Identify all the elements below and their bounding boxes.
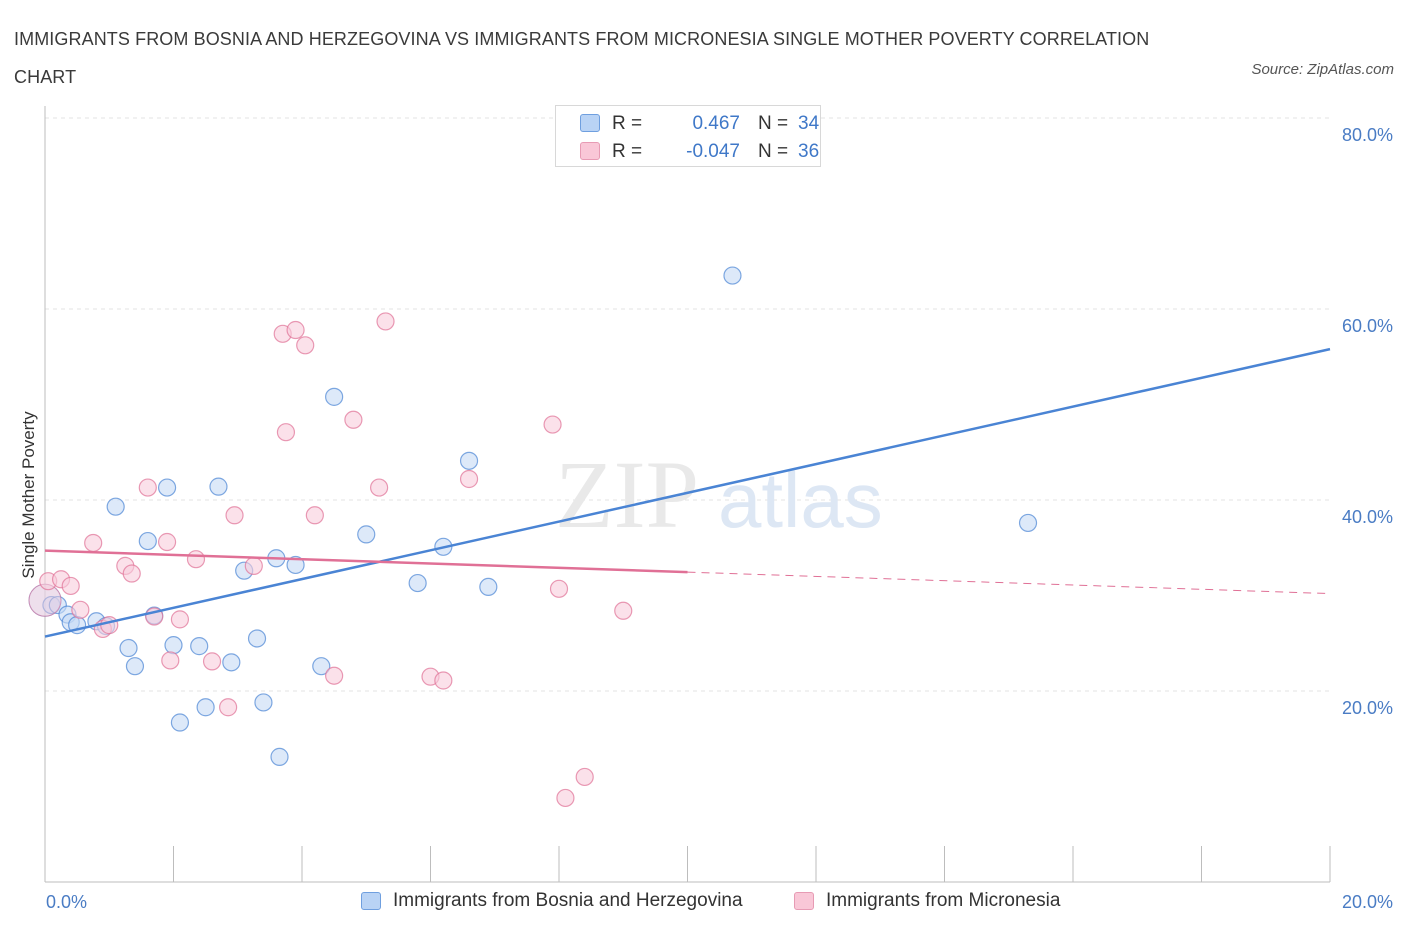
point-series0-9[interactable]: [125, 657, 145, 676]
point-series0-14[interactable]: [170, 713, 190, 732]
point-series1-23[interactable]: [305, 506, 324, 525]
y-tick-label-3: 80.0%: [1342, 125, 1393, 145]
trend-line-series1: [44, 549, 688, 574]
point-series0-17[interactable]: [209, 477, 228, 496]
point-series0-28[interactable]: [408, 573, 427, 593]
data-points: [28, 266, 1038, 808]
point-series1-18[interactable]: [244, 556, 263, 575]
bosnia-swatch: [361, 892, 381, 910]
trend-line-extension-series1: [687, 571, 1331, 595]
point-series0-7[interactable]: [106, 497, 125, 516]
n-label: N =: [758, 113, 789, 134]
point-series0-18[interactable]: [222, 653, 241, 672]
point-series1-33[interactable]: [556, 788, 575, 808]
point-series1-20[interactable]: [286, 320, 305, 340]
legend-label-micronesia: Immigrants from Micronesia: [826, 890, 1061, 911]
y-tick-label-2: 60.0%: [1342, 316, 1393, 336]
point-series1-14[interactable]: [186, 550, 206, 569]
point-series0-26[interactable]: [325, 387, 344, 406]
y-tick-labels: 20.0% 40.0% 60.0% 80.0%: [1342, 125, 1393, 718]
point-series1-21[interactable]: [296, 336, 315, 355]
point-series0-21[interactable]: [254, 693, 273, 712]
micronesia-swatch: [794, 892, 814, 910]
point-series1-17[interactable]: [225, 506, 244, 525]
y-axis-label: Single Mother Poverty: [19, 411, 38, 579]
point-series1-3[interactable]: [71, 600, 90, 619]
r-label: R =: [612, 113, 643, 134]
point-series1-27[interactable]: [376, 312, 395, 331]
y-tick-label-1: 40.0%: [1342, 507, 1393, 527]
point-series0-13[interactable]: [164, 636, 183, 655]
point-series0-10[interactable]: [138, 531, 157, 551]
point-series1-11[interactable]: [157, 532, 177, 552]
r-value-bosnia: 0.467: [692, 113, 740, 134]
point-series1-2[interactable]: [61, 576, 80, 596]
point-series1-32[interactable]: [549, 579, 569, 598]
point-series0-23[interactable]: [270, 747, 289, 766]
n-value-bosnia: 34: [798, 113, 820, 134]
y-tick-label-0: 20.0%: [1342, 698, 1393, 718]
point-series1-34[interactable]: [575, 767, 594, 787]
point-series0-31[interactable]: [479, 577, 498, 597]
point-series1-29[interactable]: [434, 671, 453, 690]
point-series1-16[interactable]: [219, 698, 238, 717]
point-series1-12[interactable]: [161, 651, 180, 670]
r-value-micronesia: -0.047: [686, 141, 740, 162]
point-series0-27[interactable]: [357, 525, 376, 544]
trend-lines: [44, 347, 1331, 638]
axes: [44, 106, 1331, 883]
point-series1-8[interactable]: [122, 564, 141, 583]
micronesia-swatch: [580, 142, 600, 160]
point-series1-25[interactable]: [344, 410, 363, 429]
point-series1-13[interactable]: [170, 610, 190, 629]
point-series0-33[interactable]: [1018, 513, 1038, 533]
point-series1-24[interactable]: [325, 666, 344, 685]
point-series0-32[interactable]: [723, 266, 742, 285]
point-series1-4[interactable]: [84, 533, 103, 553]
point-series1-9[interactable]: [138, 478, 157, 497]
point-series1-35[interactable]: [614, 601, 633, 620]
n-label: N =: [758, 141, 789, 162]
watermark: ZIP atlas: [555, 441, 883, 548]
point-series0-24[interactable]: [286, 555, 305, 575]
point-series1-22[interactable]: [276, 423, 296, 442]
legend-label-bosnia: Immigrants from Bosnia and Herzegovina: [393, 890, 743, 911]
n-value-micronesia: 36: [798, 141, 820, 162]
r-label: R =: [612, 141, 643, 162]
point-series0-12[interactable]: [157, 478, 177, 497]
x-tick-label-right: 20.0%: [1342, 892, 1393, 912]
point-series1-15[interactable]: [202, 652, 222, 671]
x-tick-label-left: 0.0%: [46, 892, 87, 912]
bosnia-swatch: [580, 114, 600, 132]
point-series1-6[interactable]: [100, 616, 119, 635]
point-series0-25[interactable]: [312, 657, 331, 676]
watermark-atlas: atlas: [718, 456, 883, 544]
trend-line-series0: [44, 347, 1331, 638]
point-series1-31[interactable]: [543, 415, 562, 434]
chart-title: IMMIGRANTS FROM BOSNIA AND HERZEGOVINA V…: [14, 29, 1150, 87]
stats-legend: R = 0.467 N = 34 R = -0.047 N = 36: [555, 105, 821, 167]
point-series0-20[interactable]: [247, 629, 267, 648]
point-series1-26[interactable]: [370, 478, 389, 497]
point-series0-30[interactable]: [459, 451, 479, 470]
point-series0-15[interactable]: [190, 637, 209, 656]
grid: [45, 117, 1330, 692]
point-series0-8[interactable]: [119, 638, 138, 658]
point-series0-16[interactable]: [196, 698, 215, 717]
source-label: Source: ZipAtlas.com: [1251, 61, 1394, 78]
point-series1-30[interactable]: [459, 469, 479, 489]
